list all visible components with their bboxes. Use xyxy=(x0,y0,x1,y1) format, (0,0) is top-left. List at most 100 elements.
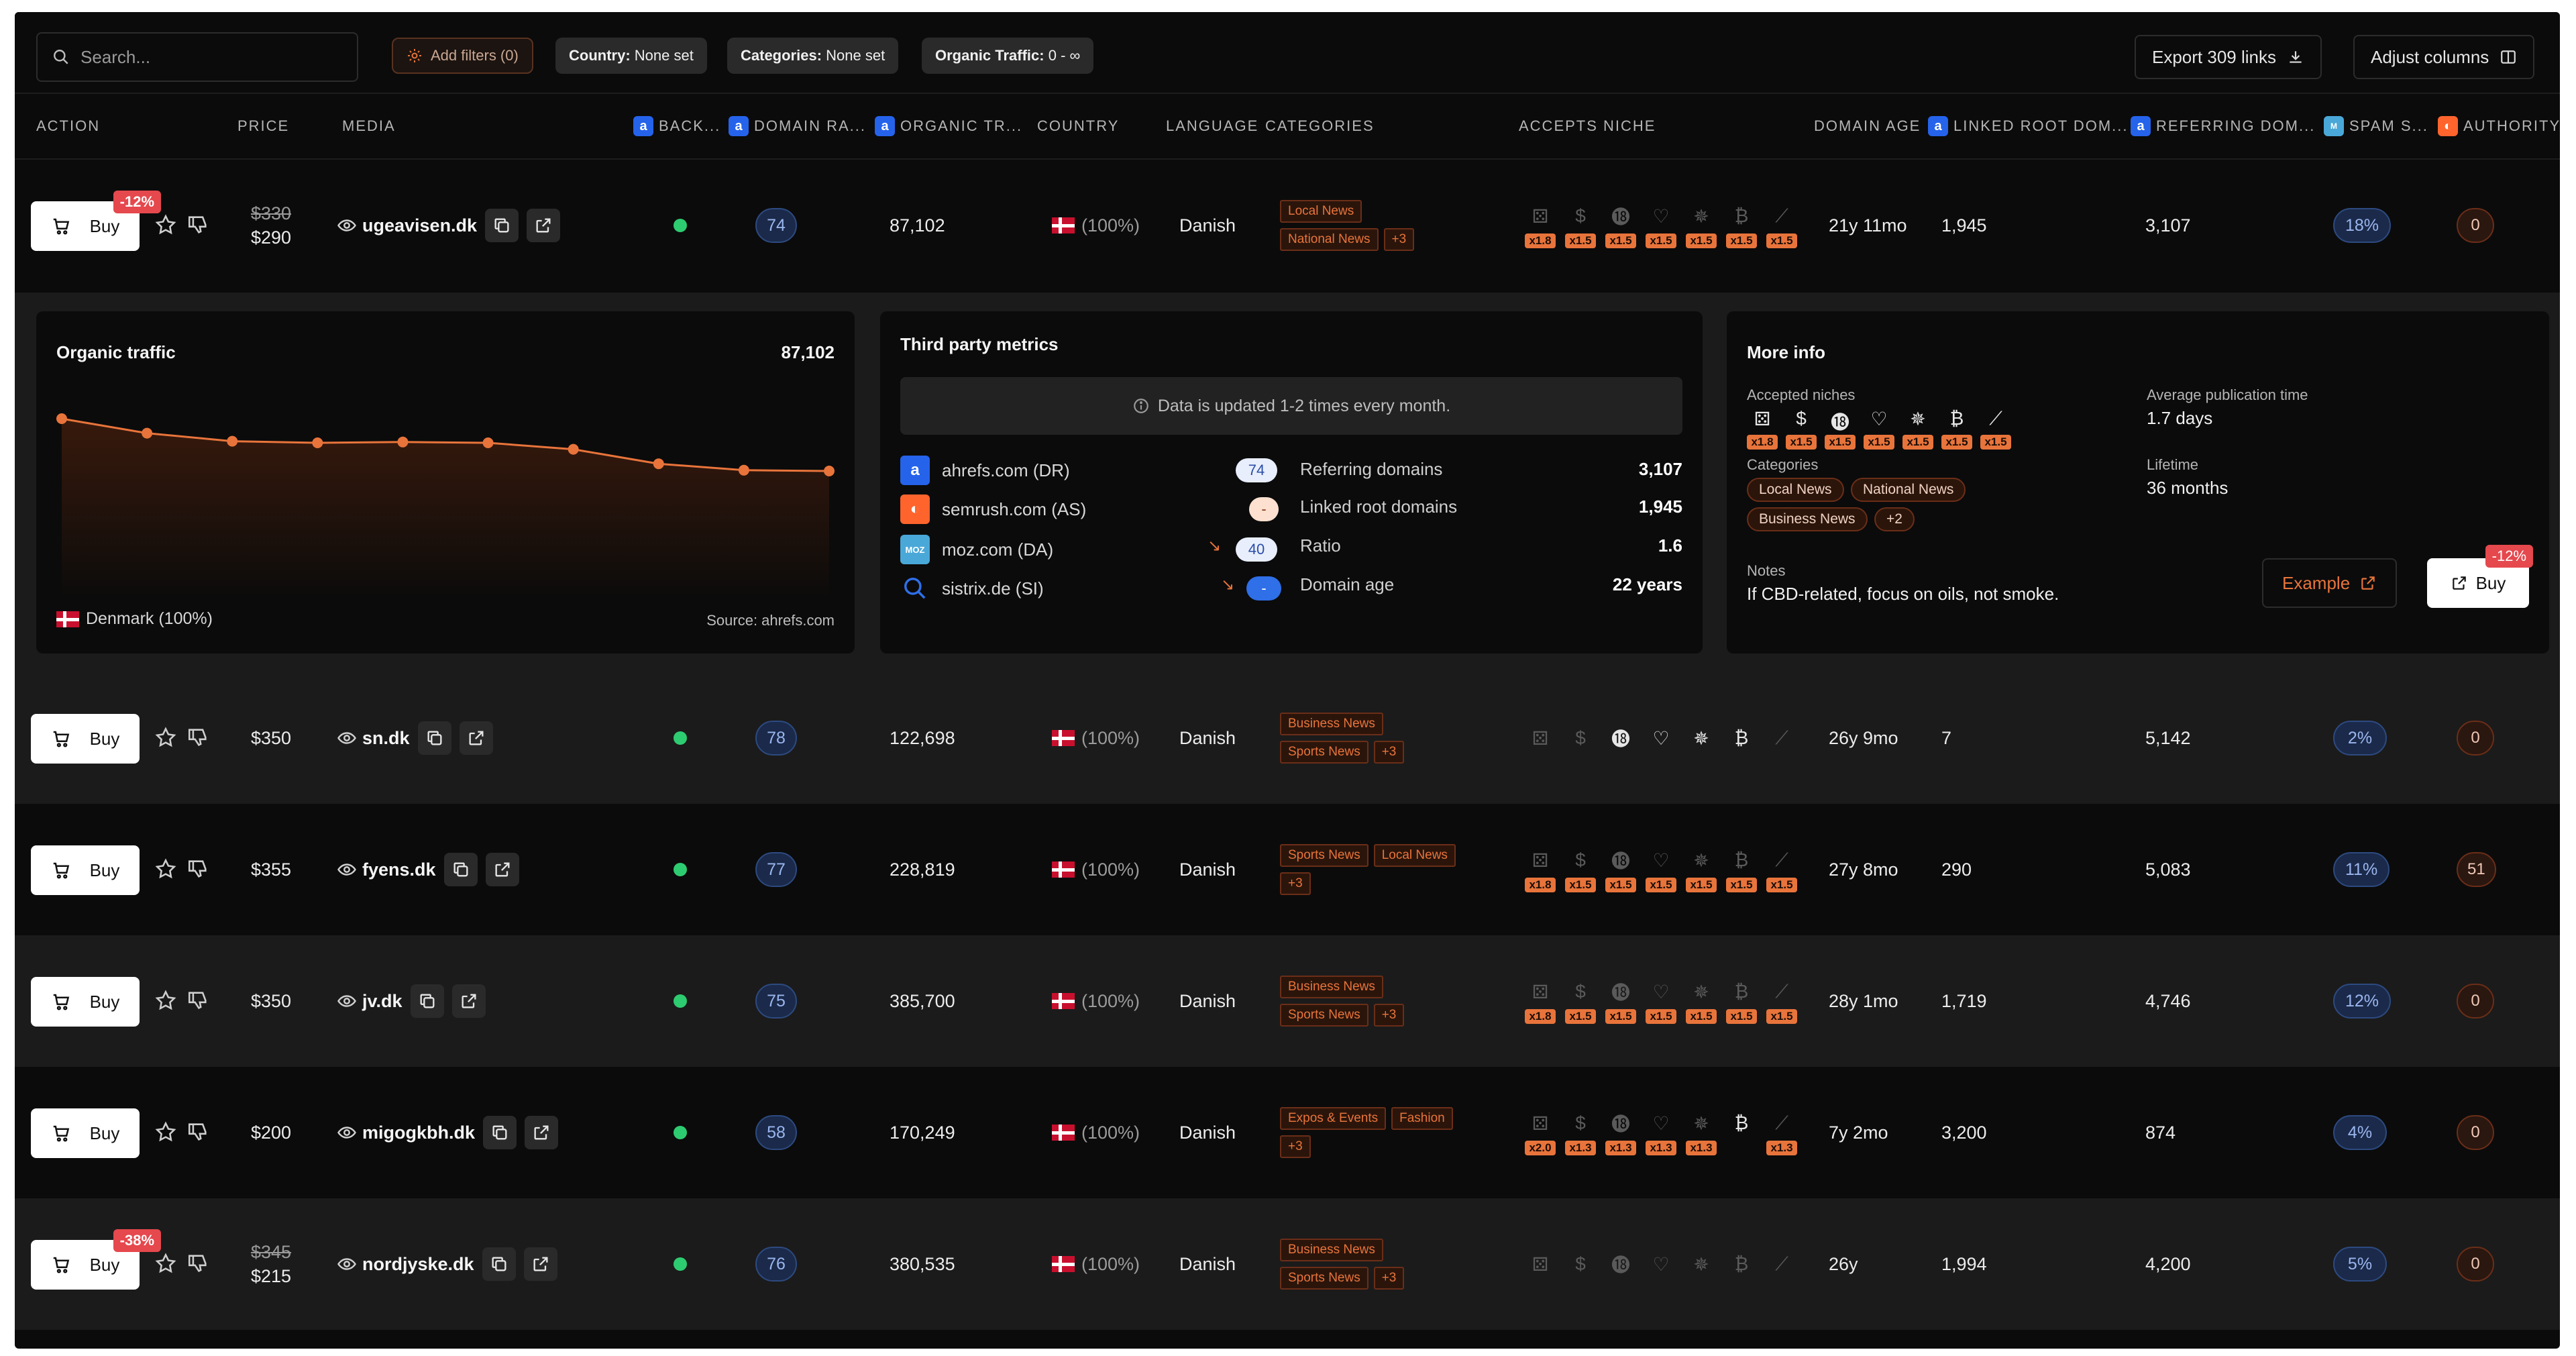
media-domain[interactable]: jv.dk xyxy=(362,990,402,1011)
chart-point[interactable] xyxy=(56,413,67,424)
category-more-tag[interactable]: +2 xyxy=(1874,507,1915,531)
details-buy-button[interactable]: Buy -12% xyxy=(2427,545,2533,608)
copy-icon[interactable] xyxy=(410,984,444,1018)
col-price[interactable]: PRICE xyxy=(237,117,290,134)
table-row[interactable]: Buy $200 migogkbh.dk 58 170,249 (100%) D… xyxy=(15,1067,2560,1198)
media-domain[interactable]: ugeavisen.dk xyxy=(362,215,478,236)
chart-point[interactable] xyxy=(312,437,323,448)
chart-point[interactable] xyxy=(653,458,664,470)
col-media[interactable]: MEDIA xyxy=(342,117,396,134)
chart-point[interactable] xyxy=(568,444,579,455)
dislike-icon[interactable] xyxy=(186,1252,209,1275)
status-dot xyxy=(674,994,687,1008)
dislike-icon[interactable] xyxy=(186,726,209,749)
country-filter-chip[interactable]: Country: None set xyxy=(555,38,707,74)
media-domain[interactable]: sn.dk xyxy=(362,727,410,748)
status-dot xyxy=(674,863,687,876)
traffic-country: Denmark (100%) xyxy=(56,609,213,629)
chart-point[interactable] xyxy=(397,436,409,448)
chart-point[interactable] xyxy=(142,427,153,439)
buy-button[interactable]: -38% Buy xyxy=(31,1229,161,1290)
copy-icon[interactable] xyxy=(443,853,478,886)
buy-button[interactable]: -12% Buy xyxy=(31,191,161,251)
dislike-icon[interactable] xyxy=(186,213,209,236)
favorite-star-icon[interactable] xyxy=(154,989,177,1012)
bitcoin-icon: ₿ xyxy=(1734,1253,1749,1274)
col-country[interactable]: COUNTRY xyxy=(1037,117,1120,134)
chart-point[interactable] xyxy=(824,466,835,476)
external-link-icon[interactable] xyxy=(451,984,486,1018)
category-tag: Business News xyxy=(1280,976,1383,998)
external-link-icon[interactable] xyxy=(523,1247,557,1281)
organic-traffic-filter-chip[interactable]: Organic Traffic: 0 - ∞ xyxy=(922,38,1094,74)
category-tag: +3 xyxy=(1373,741,1405,764)
favorite-star-icon[interactable] xyxy=(154,213,177,236)
col-backlinks[interactable]: a BACK... xyxy=(633,94,720,158)
col-organic-traffic[interactable]: a ORGANIC TR... xyxy=(875,94,1022,158)
table-row[interactable]: Buy $350 sn.dk 78 122,698 (100%) Danish … xyxy=(15,672,2560,804)
col-categories[interactable]: CATEGORIES xyxy=(1265,117,1375,134)
adjust-columns-button[interactable]: Adjust columns xyxy=(2353,35,2535,79)
search-input[interactable]: Search... xyxy=(36,32,358,82)
domain-age-cell: 26y xyxy=(1829,1253,1858,1274)
col-authority[interactable]: ◐ AUTHORITY xyxy=(2438,94,2560,158)
favorite-star-icon[interactable] xyxy=(154,726,177,749)
col-referring[interactable]: a REFERRING DOM... xyxy=(2131,94,2315,158)
chart-point[interactable] xyxy=(738,464,749,476)
external-link-icon[interactable] xyxy=(527,209,561,242)
dislike-icon[interactable] xyxy=(186,857,209,880)
buy-button[interactable]: Buy xyxy=(31,845,140,895)
stat-linked-root-domains: Linked root domains 1,945 xyxy=(1300,490,1682,523)
external-link-icon[interactable] xyxy=(459,721,493,755)
more-info-card: More info Accepted niches ⚄ $ ⓲ ♡ ✵ ₿ ⟋ x1.8 x1.… xyxy=(1727,311,2549,654)
dollar-icon: $ xyxy=(1575,727,1586,748)
col-domain-age[interactable]: DOMAIN AGE xyxy=(1814,117,1921,134)
col-accepts-niche[interactable]: ACCEPTS NICHE xyxy=(1519,117,1656,134)
category-tag: Local News xyxy=(1747,478,1844,502)
media-domain[interactable]: migogkbh.dk xyxy=(362,1122,475,1143)
favorite-star-icon[interactable] xyxy=(154,1252,177,1275)
backlink-status xyxy=(674,935,687,1067)
country-cell: (100%) xyxy=(1052,160,1140,291)
buy-button[interactable]: Buy xyxy=(31,977,140,1027)
col-spam-score[interactable]: M SPAM S... xyxy=(2324,94,2428,158)
niches-cell: ⚄ $ ⓲ ♡ ✵ ₿ ⟋ x1.8 x1.5 x1.5 x1.5 x1.5 x1.5 x1.5 xyxy=(1520,804,1802,935)
table-row[interactable]: Buy $350 jv.dk 75 385,700 (100%) Danish … xyxy=(15,935,2560,1067)
copy-icon[interactable] xyxy=(483,1116,517,1149)
col-domain-rating[interactable]: a DOMAIN RA... xyxy=(729,94,866,158)
copy-icon[interactable] xyxy=(482,1247,516,1281)
chip-label: Organic Traffic: xyxy=(935,47,1044,64)
buy-button[interactable]: Buy xyxy=(31,1108,140,1158)
dislike-icon[interactable] xyxy=(186,1120,209,1143)
external-link-icon[interactable] xyxy=(525,1116,558,1149)
chip-value: None set xyxy=(826,47,885,64)
media-domain[interactable]: nordjyske.dk xyxy=(362,1253,474,1274)
dollar-icon: $ xyxy=(1575,849,1586,870)
add-filters-button[interactable]: Add filters (0) xyxy=(392,38,533,74)
buy-button[interactable]: Buy xyxy=(31,714,140,764)
col-action[interactable]: ACTION xyxy=(36,117,101,134)
copy-icon[interactable] xyxy=(485,209,519,242)
external-link-icon[interactable] xyxy=(485,853,519,886)
table-row[interactable]: Buy $355 fyens.dk 77 228,819 (100%) Dani… xyxy=(15,804,2560,935)
example-button[interactable]: Example xyxy=(2262,558,2398,608)
table-row[interactable]: -38% Buy $345 $215 nordjyske.dk 76 380,535… xyxy=(15,1198,2560,1330)
niches-cell: ⚄ $ ⓲ ♡ ✵ ₿ ⟋ xyxy=(1520,672,1802,804)
third-party-metrics-card: Third party metrics Data is updated 1-2 … xyxy=(880,311,1703,654)
favorite-star-icon[interactable] xyxy=(154,857,177,880)
col-linked-root[interactable]: a LINKED ROOT DOM... xyxy=(1928,94,2129,158)
categories-filter-chip[interactable]: Categories: None set xyxy=(727,38,899,74)
chart-point[interactable] xyxy=(482,437,494,448)
spam-score-cell: 18% xyxy=(2333,160,2392,291)
table-row[interactable]: -12% Buy $330 $290 ugeavisen.dk 74 87,102 … xyxy=(15,160,2560,291)
language-cell: Danish xyxy=(1179,859,1236,880)
dislike-icon[interactable] xyxy=(186,989,209,1012)
sistrix-search-icon xyxy=(900,574,930,603)
favorite-star-icon[interactable] xyxy=(154,1120,177,1143)
export-links-button[interactable]: Export 309 links xyxy=(2135,35,2322,79)
categories-cell: Local News National News +3 xyxy=(1280,160,1415,291)
col-language[interactable]: LANGUAGE xyxy=(1166,117,1259,134)
chart-point[interactable] xyxy=(227,435,238,447)
copy-icon[interactable] xyxy=(417,721,451,755)
media-domain[interactable]: fyens.dk xyxy=(362,859,436,880)
